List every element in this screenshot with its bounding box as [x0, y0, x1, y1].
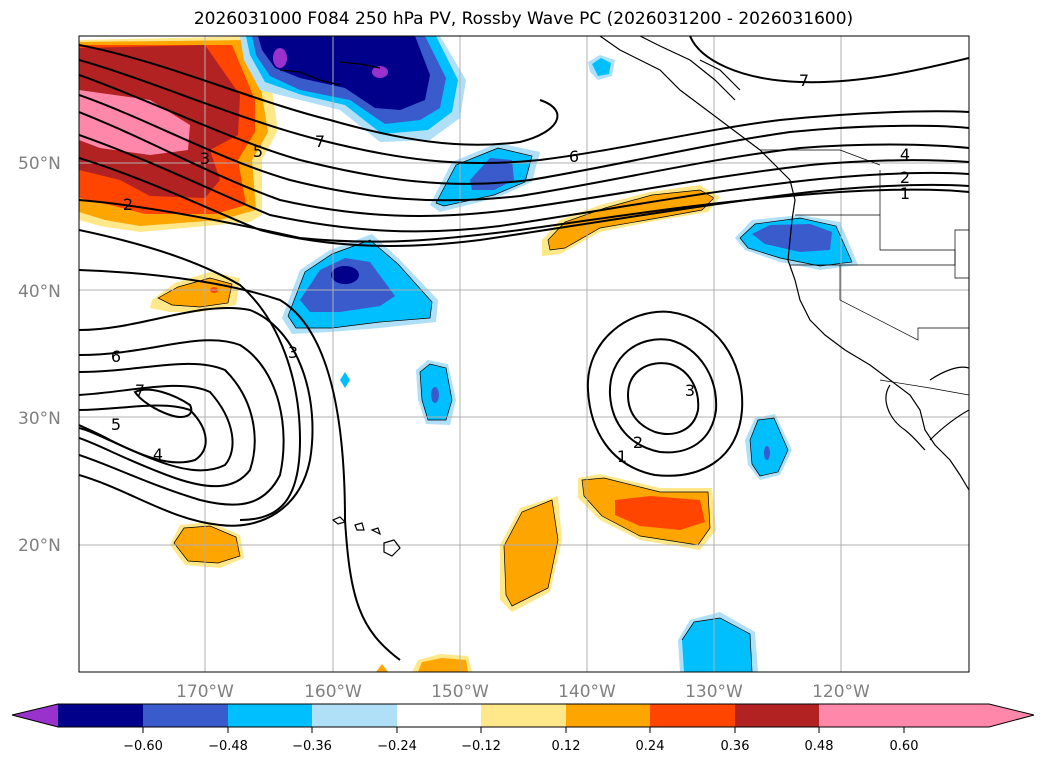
- contour-label: 3: [685, 381, 695, 400]
- colorbar-tick-label: 0.24: [636, 739, 665, 754]
- lat-label-30n: 30°N: [18, 409, 61, 429]
- latitude-labels: 50°N 40°N 30°N 20°N: [18, 154, 61, 556]
- contour-label: 7: [799, 71, 809, 90]
- colorbar-tick-label: −0.48: [208, 739, 248, 754]
- coastlines: [279, 36, 969, 557]
- longitude-labels: 170°W 160°W 150°W 140°W 130°W 120°W: [176, 682, 870, 702]
- map-area: 7 6 5 3 2 7 6 5 4 3 3 2 1 4 2 1 7: [79, 36, 969, 672]
- contour-label: 7: [315, 132, 325, 151]
- colorbar-segment: [650, 704, 735, 727]
- contour-label: 3: [288, 343, 298, 362]
- colorbar-tick-label: 0.36: [721, 739, 750, 754]
- colorbar-segment: [228, 704, 312, 727]
- contour-label: 5: [111, 415, 121, 434]
- contour-labels: 7 6 5 3 2 7 6 5 4 3 3 2 1 4 2 1 7: [111, 71, 910, 466]
- colorbar-segment: [58, 704, 143, 727]
- contour-label: 3: [200, 149, 210, 168]
- contour-label: 5: [253, 142, 263, 161]
- colorbar-tick-label: −0.24: [377, 739, 417, 754]
- colorbar-tick-label: −0.60: [123, 739, 163, 754]
- colorbar-segment: [481, 704, 566, 727]
- lon-label-130w: 130°W: [685, 682, 743, 702]
- contour-label: 6: [111, 347, 121, 366]
- contour-label: 4: [153, 445, 163, 464]
- colorbar-tick-label: −0.36: [292, 739, 332, 754]
- contour-label: 1: [900, 184, 910, 203]
- lon-label-140w: 140°W: [558, 682, 616, 702]
- lat-label-20n: 20°N: [18, 536, 61, 556]
- lat-label-40n: 40°N: [18, 282, 61, 302]
- contour-label: 7: [135, 381, 145, 400]
- colorbar-extend-max: [904, 704, 1034, 727]
- colorbar: −0.60 −0.48 −0.36 −0.24 −0.12 0.12 0.24 …: [11, 703, 1035, 754]
- borders: [760, 149, 969, 396]
- contour-label: 2: [633, 433, 643, 452]
- lat-label-50n: 50°N: [18, 154, 61, 174]
- colorbar-tick-label: 0.48: [805, 739, 834, 754]
- map-title: 2026031000 F084 250 hPa PV, Rossby Wave …: [193, 9, 854, 29]
- positive-anomaly-fills: [79, 36, 720, 672]
- contour-label: 6: [569, 147, 579, 166]
- contour-label: 1: [617, 447, 627, 466]
- contour-label: 2: [900, 168, 910, 187]
- colorbar-segment: [397, 704, 481, 727]
- lon-label-120w: 120°W: [812, 682, 870, 702]
- contour-label: 4: [900, 145, 910, 164]
- pv-contours: [79, 36, 969, 661]
- colorbar-segment: [312, 704, 397, 727]
- lon-label-160w: 160°W: [304, 682, 362, 702]
- colorbar-tick-label: −0.12: [461, 739, 501, 754]
- contour-label: 2: [123, 195, 133, 214]
- colorbar-segment: [735, 704, 819, 727]
- map-frame: [78, 35, 970, 673]
- lon-label-150w: 150°W: [431, 682, 489, 702]
- colorbar-segment: [143, 704, 228, 727]
- lon-label-170w: 170°W: [176, 682, 234, 702]
- colorbar-segment: [819, 704, 904, 727]
- colorbar-tick-label: 0.60: [890, 739, 919, 754]
- colorbar-extend-min: [12, 704, 58, 727]
- colorbar-tick-label: 0.12: [552, 739, 581, 754]
- colorbar-segment: [566, 704, 650, 727]
